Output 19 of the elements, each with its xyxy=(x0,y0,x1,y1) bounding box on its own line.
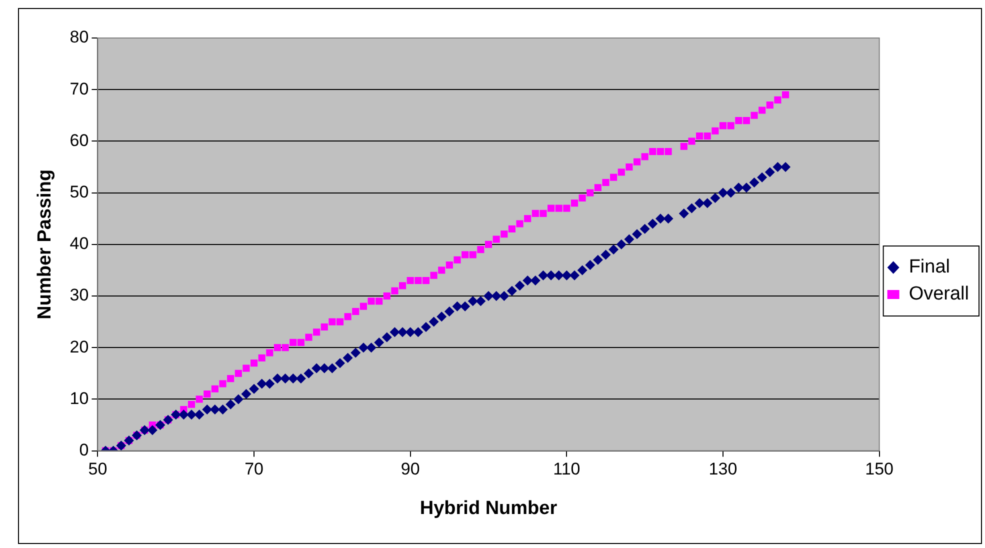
y-tick-label: 30 xyxy=(70,286,89,305)
legend-label: Final xyxy=(908,256,950,278)
x-tick-label: 50 xyxy=(88,460,108,479)
x-tick-label: 150 xyxy=(865,460,894,479)
y-tick-label: 80 xyxy=(70,28,89,47)
legend-label: Overall xyxy=(908,284,970,305)
x-tick-label: 90 xyxy=(400,460,420,479)
y-tick-label: 20 xyxy=(70,337,89,356)
y-tick-label: 10 xyxy=(70,388,89,408)
y-axis-title: Number Passing xyxy=(34,169,56,320)
x-tick-label: 130 xyxy=(708,460,738,479)
y-tick-label: 50 xyxy=(70,182,89,202)
y-tick-label: 60 xyxy=(70,130,89,150)
y-tick-label: 0 xyxy=(79,440,89,460)
x-tick-label: 110 xyxy=(553,460,580,479)
x-tick-label: 70 xyxy=(244,460,264,479)
x-axis-title: Hybrid Number xyxy=(420,498,558,519)
y-tick-label: 70 xyxy=(70,79,89,98)
y-tick-label: 40 xyxy=(70,234,89,254)
